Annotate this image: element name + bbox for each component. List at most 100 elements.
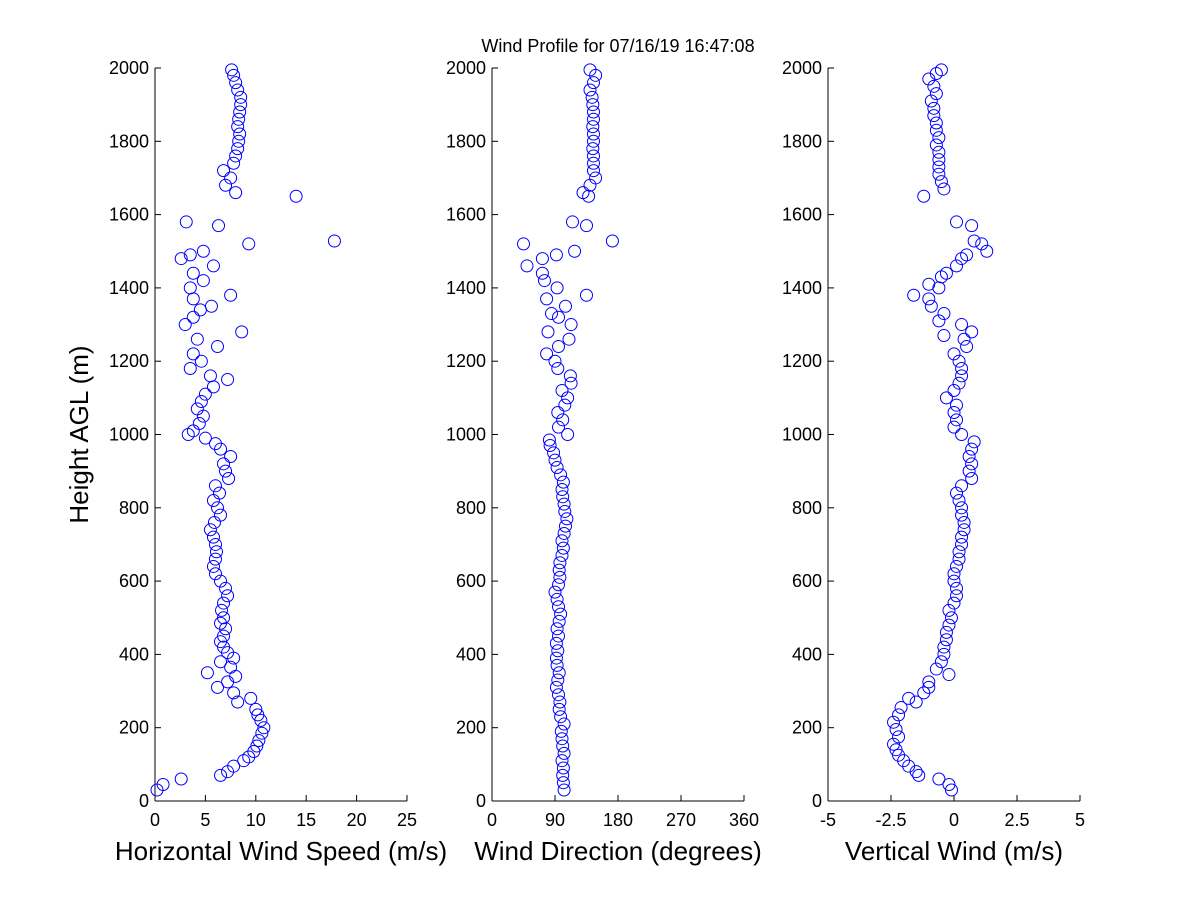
point	[206, 559, 220, 573]
point	[190, 332, 204, 346]
point	[932, 153, 946, 167]
point	[535, 252, 549, 266]
point	[965, 457, 979, 471]
point	[219, 581, 233, 595]
point	[547, 446, 561, 460]
x-tick-label: 0	[150, 810, 160, 830]
point	[564, 376, 578, 390]
point	[975, 237, 989, 251]
y-tick-label: 1400	[782, 278, 822, 298]
point	[224, 449, 238, 463]
point	[208, 567, 222, 581]
point	[231, 695, 245, 709]
point	[186, 347, 200, 361]
y-tick-label: 1200	[782, 351, 822, 371]
point	[545, 307, 558, 321]
point	[520, 259, 534, 273]
point	[909, 695, 923, 709]
y-tick-label: 1800	[782, 131, 822, 151]
point	[947, 596, 961, 610]
point	[553, 695, 567, 709]
point	[980, 244, 994, 258]
point	[587, 112, 600, 126]
point	[257, 721, 271, 735]
point	[955, 479, 969, 493]
point	[196, 244, 210, 258]
point	[932, 314, 946, 328]
point	[250, 739, 264, 753]
point	[219, 178, 233, 192]
point	[950, 398, 964, 412]
point	[942, 603, 956, 617]
point	[224, 288, 238, 302]
point	[190, 402, 204, 416]
y-axis-label: Height AGL (m)	[64, 345, 94, 523]
point	[889, 743, 903, 757]
point	[580, 288, 593, 302]
point	[952, 493, 966, 507]
y-tick-label: 1600	[109, 205, 149, 225]
point	[950, 581, 964, 595]
point	[937, 640, 951, 654]
point	[552, 563, 566, 577]
point	[939, 391, 953, 405]
y-tick-label: 400	[456, 644, 486, 664]
point	[555, 534, 569, 548]
x-axis-label: Vertical Wind (m/s)	[845, 836, 1063, 866]
point	[955, 530, 969, 544]
point	[929, 116, 943, 130]
point	[200, 666, 214, 680]
point	[214, 768, 228, 782]
y-tick-label: 1600	[446, 205, 486, 225]
point	[967, 234, 981, 248]
point	[551, 362, 565, 376]
point	[955, 537, 969, 551]
y-tick-label: 600	[792, 571, 822, 591]
x-tick-label: 360	[729, 810, 759, 830]
point	[209, 545, 223, 559]
point	[947, 406, 961, 420]
point	[231, 120, 245, 134]
point	[965, 471, 979, 485]
point	[587, 76, 600, 90]
point	[950, 413, 964, 427]
point	[552, 310, 565, 324]
point	[962, 464, 976, 478]
point	[929, 138, 943, 152]
point	[551, 673, 565, 687]
point	[242, 237, 256, 251]
point	[156, 778, 170, 792]
point	[955, 369, 969, 383]
point	[557, 783, 571, 797]
x-tick-label: 270	[666, 810, 696, 830]
point	[950, 559, 964, 573]
point	[947, 384, 961, 398]
y-tick-label: 2000	[109, 58, 149, 78]
point	[552, 578, 565, 592]
point	[587, 156, 600, 170]
point	[950, 259, 964, 273]
point	[231, 142, 245, 156]
point	[289, 189, 303, 203]
point	[587, 127, 600, 141]
y-tick-label: 1800	[446, 131, 486, 151]
point	[553, 570, 567, 584]
point	[580, 219, 593, 233]
point	[955, 428, 969, 441]
point	[924, 94, 938, 108]
x-tick-label: -5	[820, 810, 836, 830]
point	[939, 266, 953, 280]
point	[556, 739, 570, 753]
point	[235, 325, 249, 339]
point	[214, 508, 228, 522]
point	[540, 292, 554, 306]
y-tick-label: 600	[456, 571, 486, 591]
point	[229, 149, 243, 163]
point	[214, 655, 228, 669]
point	[552, 340, 565, 354]
point	[553, 556, 567, 570]
point	[203, 369, 217, 383]
point	[217, 164, 231, 178]
point	[950, 589, 964, 603]
point	[548, 453, 562, 467]
